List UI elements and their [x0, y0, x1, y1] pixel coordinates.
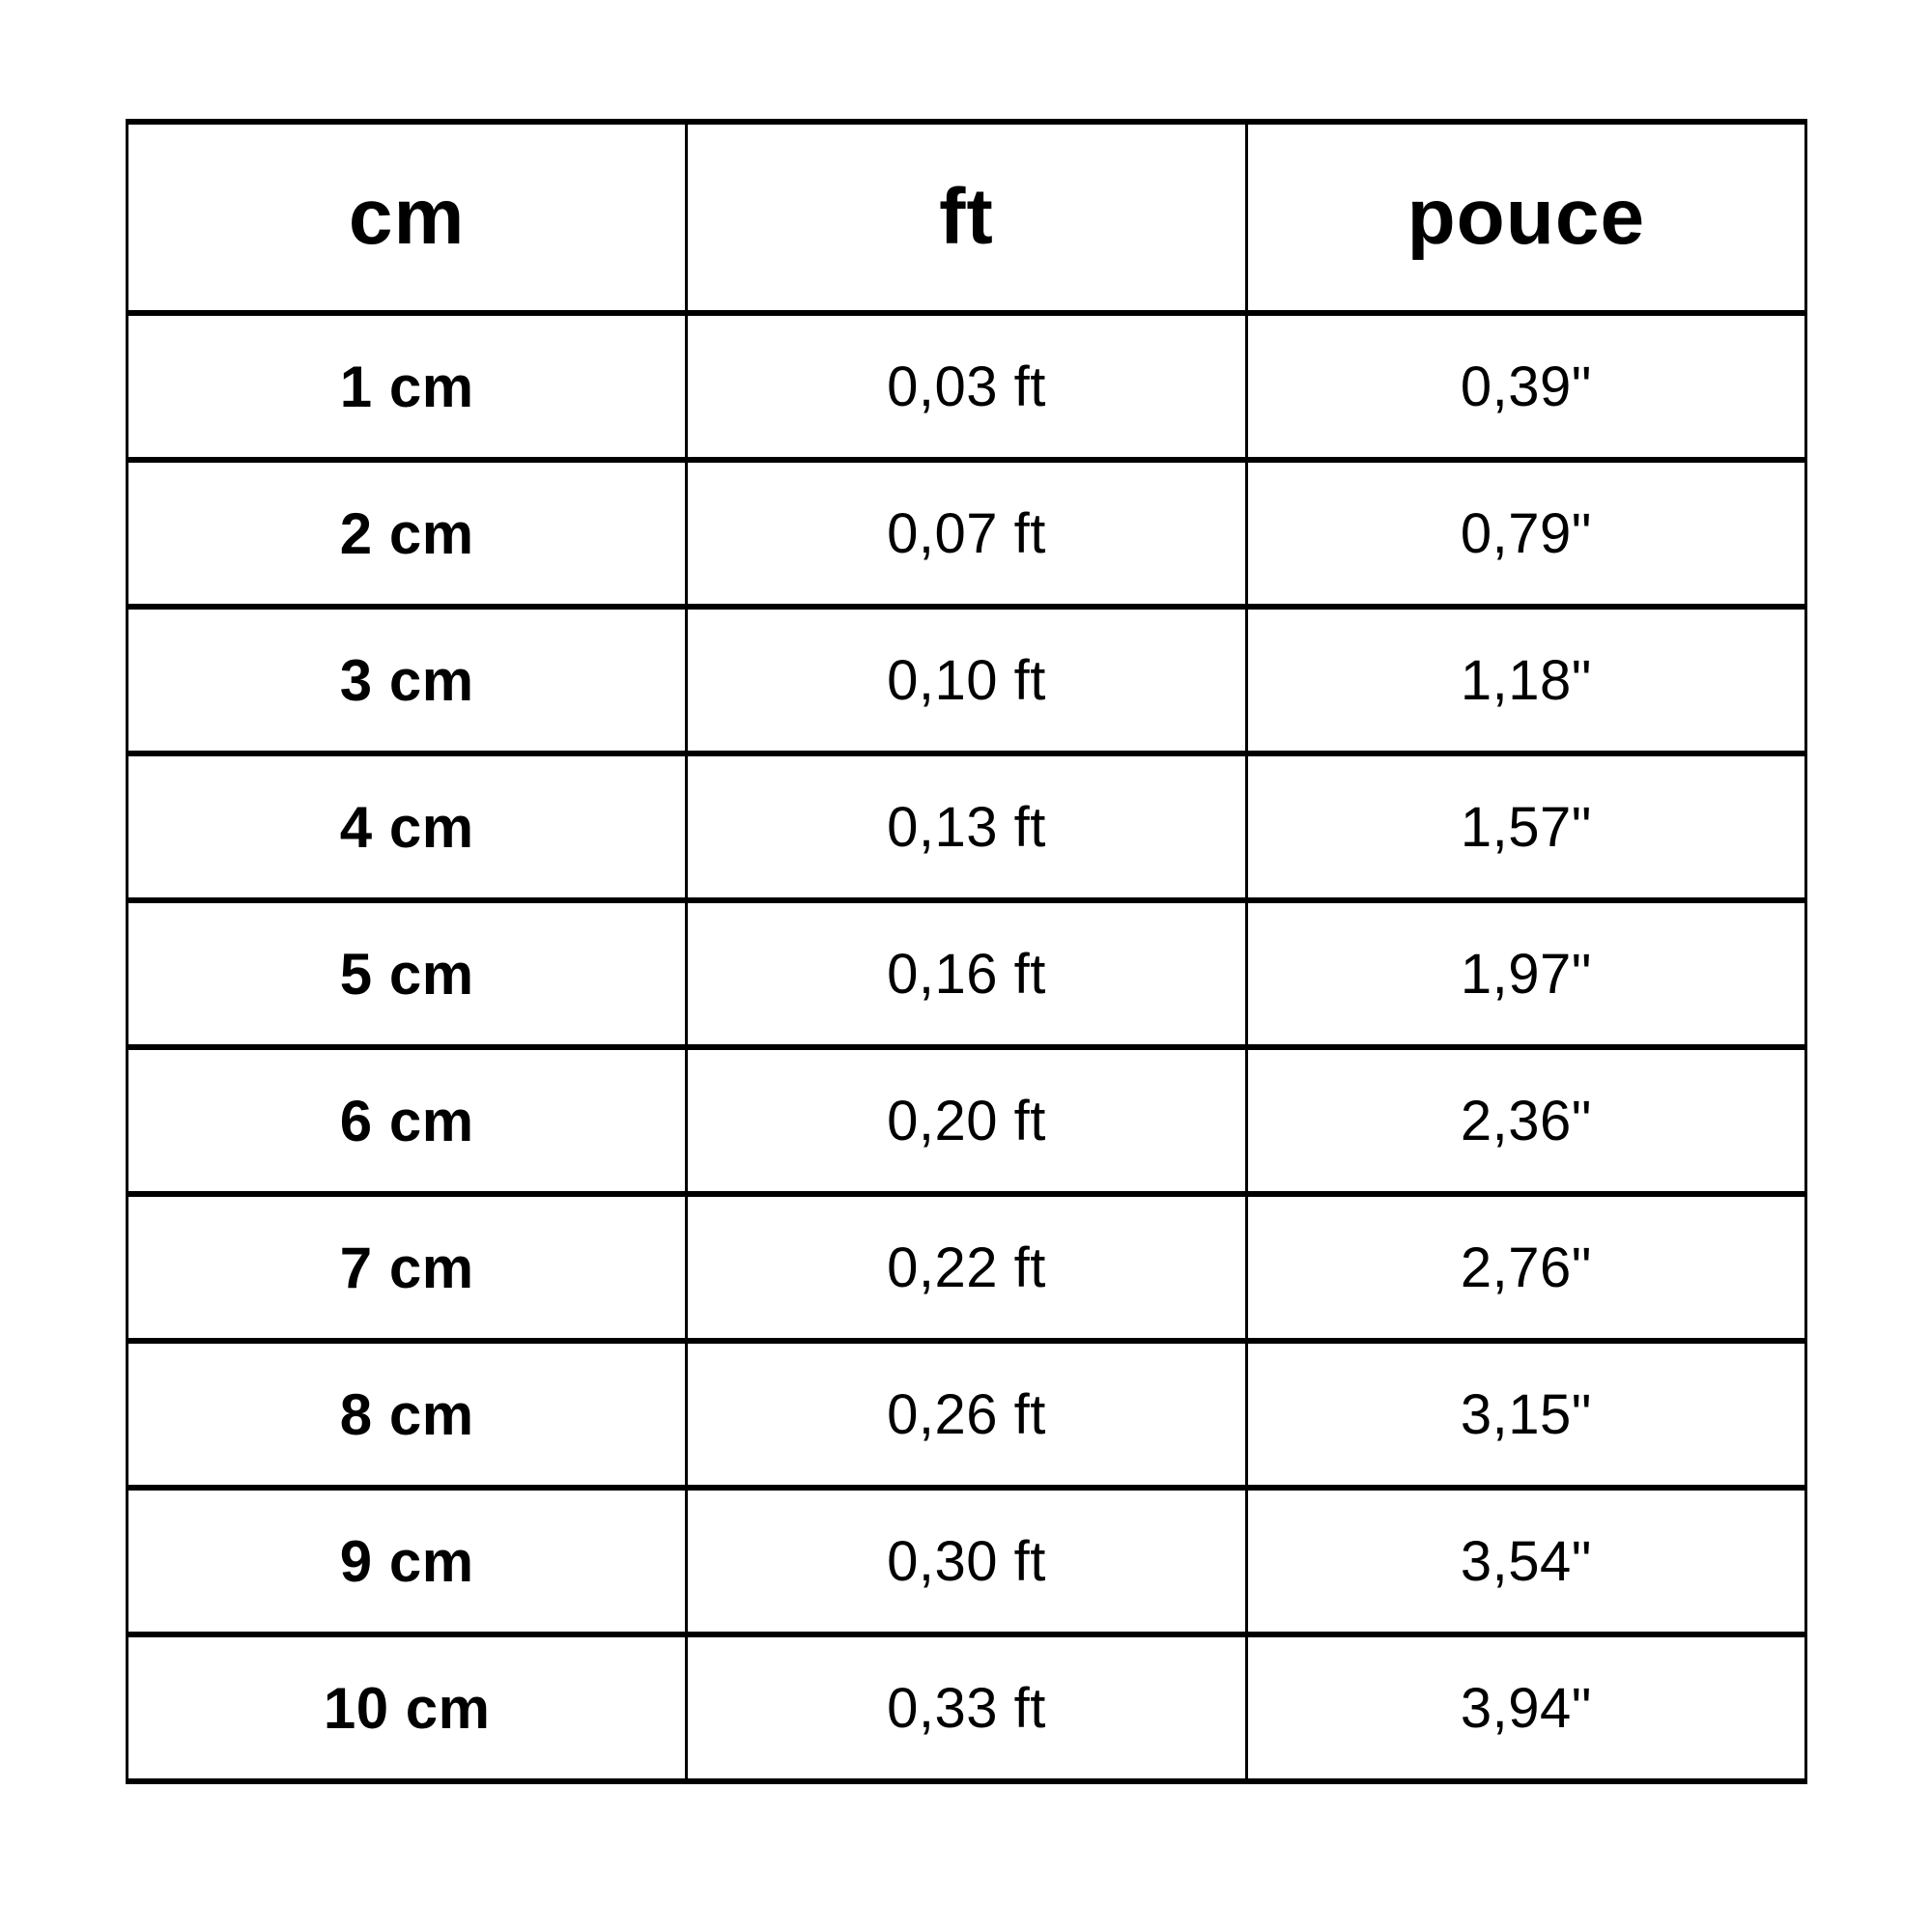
pouce-cell: 1,18" — [1244, 604, 1808, 756]
cm-cell: 3 cm — [125, 604, 689, 756]
pouce-cell: 0,39" — [1244, 310, 1808, 463]
ft-cell: 0,20 ft — [685, 1044, 1248, 1197]
ft-cell: 0,30 ft — [685, 1485, 1248, 1637]
table-body: 1 cm 0,03 ft 0,39" 2 cm 0,07 ft 0,79" 3 cm 0,10… — [125, 310, 1808, 1784]
table-header: cm ft pouce — [125, 119, 1808, 316]
ft-cell: 0,10 ft — [685, 604, 1248, 756]
table-row: 7 cm 0,22 ft 2,76" — [125, 1191, 1808, 1344]
table-row: 10 cm 0,33 ft 3,94" — [125, 1632, 1808, 1784]
table-row: 9 cm 0,30 ft 3,54" — [125, 1485, 1808, 1637]
cm-cell: 9 cm — [125, 1485, 689, 1637]
cm-cell: 10 cm — [125, 1632, 689, 1784]
header-cell-cm: cm — [125, 119, 689, 316]
cm-cell: 6 cm — [125, 1044, 689, 1197]
table-row: 5 cm 0,16 ft 1,97" — [125, 897, 1808, 1050]
ft-cell: 0,07 ft — [685, 457, 1248, 610]
pouce-cell: 1,57" — [1244, 751, 1808, 903]
pouce-cell: 2,76" — [1244, 1191, 1808, 1344]
table-row: 8 cm 0,26 ft 3,15" — [125, 1338, 1808, 1491]
pouce-cell: 2,36" — [1244, 1044, 1808, 1197]
cm-cell: 8 cm — [125, 1338, 689, 1491]
pouce-cell: 3,54" — [1244, 1485, 1808, 1637]
header-row: cm ft pouce — [125, 119, 1808, 316]
cm-cell: 7 cm — [125, 1191, 689, 1344]
table-row: 4 cm 0,13 ft 1,57" — [125, 751, 1808, 903]
cm-cell: 5 cm — [125, 897, 689, 1050]
ft-cell: 0,16 ft — [685, 897, 1248, 1050]
pouce-cell: 3,94" — [1244, 1632, 1808, 1784]
cm-cell: 2 cm — [125, 457, 689, 610]
table-row: 1 cm 0,03 ft 0,39" — [125, 310, 1808, 463]
header-cell-ft: ft — [685, 119, 1248, 316]
table-row: 2 cm 0,07 ft 0,79" — [125, 457, 1808, 610]
conversion-table: cm ft pouce 1 cm 0,03 ft 0,39" 2 cm 0,07 ft 0… — [125, 119, 1808, 1784]
cm-cell: 4 cm — [125, 751, 689, 903]
table-row: 6 cm 0,20 ft 2,36" — [125, 1044, 1808, 1197]
pouce-cell: 3,15" — [1244, 1338, 1808, 1491]
cm-cell: 1 cm — [125, 310, 689, 463]
ft-cell: 0,33 ft — [685, 1632, 1248, 1784]
ft-cell: 0,03 ft — [685, 310, 1248, 463]
header-cell-pouce: pouce — [1244, 119, 1808, 316]
pouce-cell: 1,97" — [1244, 897, 1808, 1050]
pouce-cell: 0,79" — [1244, 457, 1808, 610]
ft-cell: 0,26 ft — [685, 1338, 1248, 1491]
ft-cell: 0,22 ft — [685, 1191, 1248, 1344]
ft-cell: 0,13 ft — [685, 751, 1248, 903]
table-row: 3 cm 0,10 ft 1,18" — [125, 604, 1808, 756]
